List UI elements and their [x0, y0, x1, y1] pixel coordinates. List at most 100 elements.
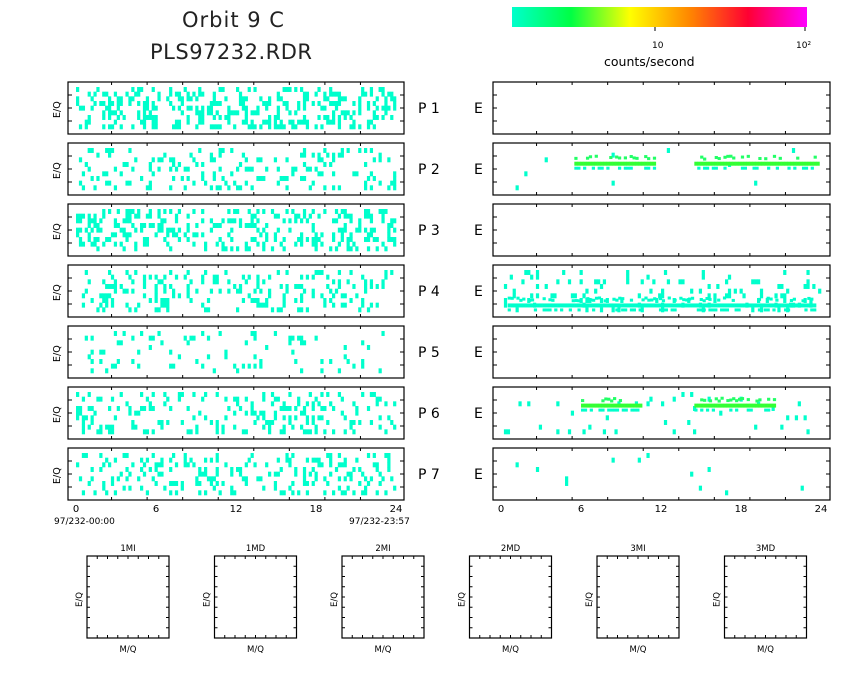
- band-cell: [749, 408, 753, 412]
- count-cell: [116, 96, 120, 102]
- count-cell: [372, 110, 376, 116]
- count-cell: [661, 293, 665, 299]
- count-cell: [84, 453, 88, 458]
- count-cell: [186, 227, 190, 233]
- count-cell: [113, 284, 118, 289]
- count-cell: [387, 462, 391, 468]
- band-cell: [623, 156, 627, 160]
- band-cell: [624, 308, 628, 312]
- count-cell: [157, 96, 161, 102]
- count-cell: [169, 185, 173, 191]
- count-cell: [148, 335, 152, 341]
- count-cell: [349, 213, 353, 219]
- count-cell: [366, 246, 371, 252]
- band-cell: [711, 408, 715, 412]
- band-cell: [574, 166, 578, 170]
- count-cell: [142, 241, 147, 247]
- right-panel-frame: [492, 386, 831, 440]
- count-cell: [131, 335, 135, 341]
- count-cell: [157, 213, 161, 219]
- count-cell: [189, 457, 193, 463]
- count-cell: [326, 152, 330, 158]
- count-cell: [177, 105, 182, 111]
- count-cell: [556, 401, 560, 407]
- count-cell: [78, 241, 83, 247]
- count-cell: [305, 481, 310, 486]
- count-cell: [754, 279, 758, 285]
- count-cell: [87, 406, 91, 411]
- count-cell: [198, 115, 202, 120]
- count-cell: [174, 218, 179, 224]
- count-cell: [209, 218, 214, 224]
- count-cell: [535, 284, 540, 289]
- count-cell: [372, 157, 376, 163]
- band-cell: [525, 303, 529, 308]
- count-cell: [131, 424, 135, 430]
- count-cell: [515, 307, 519, 313]
- count-cell: [754, 180, 758, 186]
- band-cell: [743, 403, 747, 408]
- count-cell: [364, 490, 368, 496]
- small-panel-frame: [468, 555, 553, 639]
- band-cell: [772, 161, 777, 166]
- count-cell: [236, 467, 240, 472]
- count-cell: [343, 476, 347, 482]
- count-cell: [96, 227, 100, 233]
- count-cell: [803, 415, 807, 421]
- count-cell: [757, 279, 761, 285]
- count-cell: [174, 119, 179, 125]
- count-cell: [349, 476, 353, 482]
- band-cell: [554, 303, 558, 308]
- band-cell: [746, 403, 750, 408]
- count-cell: [233, 124, 237, 130]
- count-cell: [244, 180, 248, 186]
- count-cell: [87, 232, 91, 238]
- count-cell: [108, 110, 112, 116]
- band-cell: [717, 303, 721, 308]
- band-cell: [615, 303, 619, 308]
- count-cell: [233, 218, 237, 224]
- count-cell: [215, 279, 219, 285]
- band-cell: [606, 303, 610, 308]
- count-cell: [186, 119, 190, 125]
- count-cell: [265, 298, 269, 303]
- band-cell: [711, 166, 715, 170]
- count-cell: [122, 453, 126, 458]
- band-cell: [784, 308, 788, 312]
- count-cell: [76, 213, 80, 219]
- band-cell: [635, 156, 639, 160]
- count-cell: [305, 124, 310, 130]
- count-cell: [314, 241, 318, 247]
- count-cell: [192, 335, 196, 341]
- count-cell: [227, 115, 231, 120]
- count-cell: [151, 171, 155, 177]
- count-cell: [224, 349, 228, 355]
- count-cell: [224, 462, 228, 468]
- count-cell: [209, 124, 214, 130]
- count-cell: [215, 420, 219, 425]
- band-cell: [638, 308, 642, 312]
- panel-label: P 7: [418, 467, 440, 483]
- count-cell: [174, 490, 179, 496]
- count-cell: [169, 91, 173, 97]
- count-cell: [268, 293, 272, 299]
- count-cell: [209, 105, 214, 111]
- count-cell: [87, 279, 91, 285]
- count-cell: [818, 288, 822, 294]
- count-cell: [233, 180, 237, 186]
- count-cell: [131, 96, 135, 102]
- band-cell: [568, 308, 572, 312]
- count-cell: [186, 462, 190, 468]
- count-cell: [288, 392, 292, 397]
- band-cell: [612, 297, 616, 301]
- count-cell: [707, 396, 711, 402]
- count-cell: [87, 91, 91, 97]
- count-cell: [334, 91, 339, 97]
- count-cell: [288, 420, 292, 425]
- count-cell: [663, 270, 668, 275]
- count-cell: [340, 462, 344, 468]
- count-cell: [105, 180, 109, 186]
- band-cell: [647, 161, 651, 166]
- count-cell: [244, 96, 248, 102]
- count-cell: [637, 457, 641, 463]
